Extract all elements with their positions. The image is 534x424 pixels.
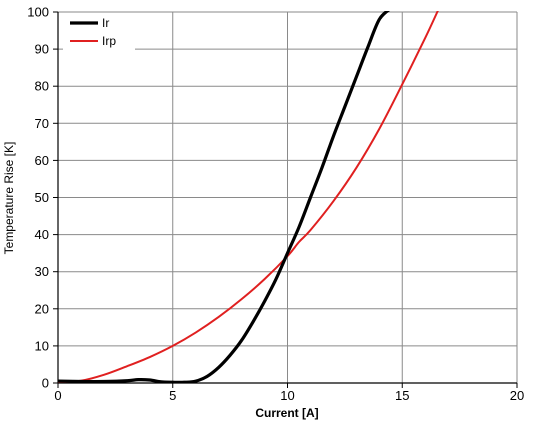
x-axis-label: Current [A] [255, 406, 318, 420]
legend-label-ir: Ir [102, 16, 109, 30]
y-tick-label-4: 40 [35, 227, 49, 242]
y-tick-label-10: 100 [27, 5, 49, 20]
legend-label-irp: Irp [102, 34, 116, 48]
legend-box [63, 14, 135, 50]
series-line-ir [58, 11, 390, 383]
x-tick-label-4: 20 [510, 388, 524, 403]
x-tick-label-1: 5 [169, 388, 176, 403]
y-tick-label-2: 20 [35, 301, 49, 316]
x-tick-label-0: 0 [54, 388, 61, 403]
y-tick-label-9: 90 [35, 42, 49, 57]
y-axis-label: Temperature Rise [K] [2, 142, 16, 255]
y-tick-label-7: 70 [35, 116, 49, 131]
y-tick-label-3: 30 [35, 264, 49, 279]
y-tick-label-5: 50 [35, 190, 49, 205]
tick-labels: 0 10 20 30 40 50 60 70 80 90 100 0 5 10 15 20 [27, 5, 524, 404]
y-tick-label-8: 80 [35, 79, 49, 94]
series-line-irp [58, 11, 439, 383]
y-tick-label-0: 0 [42, 376, 49, 391]
x-tick-label-3: 15 [395, 388, 409, 403]
y-tick-label-6: 60 [35, 153, 49, 168]
axes [53, 11, 518, 388]
x-tick-label-2: 10 [280, 388, 294, 403]
grid [57, 11, 518, 384]
series-lines [58, 11, 439, 383]
legend: Ir Irp [63, 14, 135, 50]
y-tick-label-1: 10 [35, 338, 49, 353]
